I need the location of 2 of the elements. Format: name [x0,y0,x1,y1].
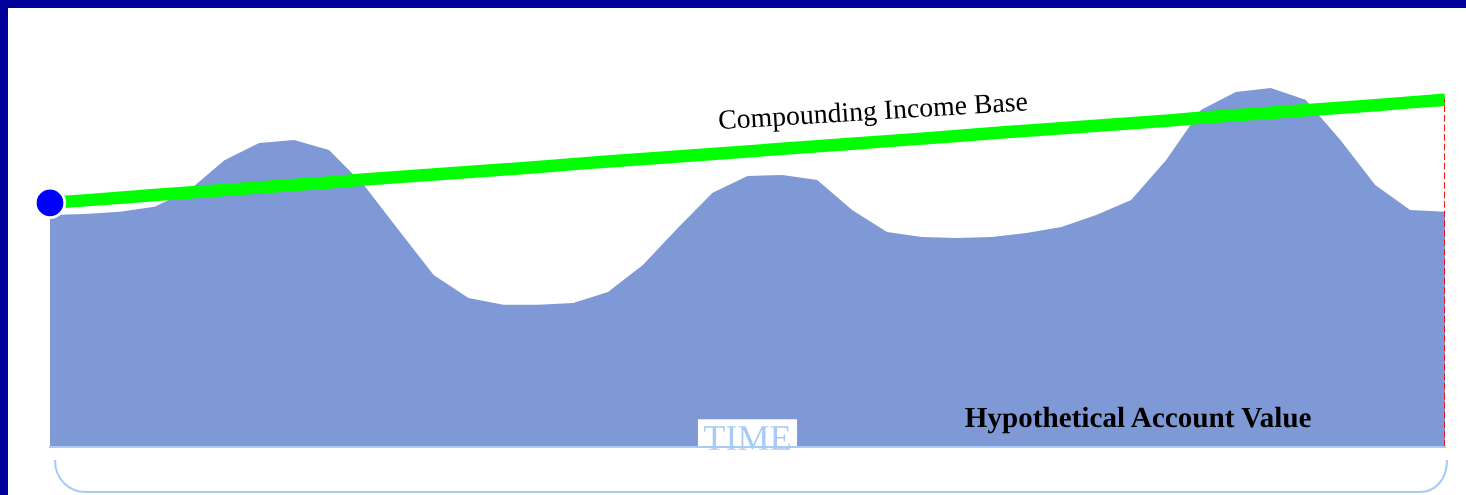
annotation: Hypothetical Account Value [965,406,1311,434]
annotation: Compounding Income Base [718,91,1028,136]
